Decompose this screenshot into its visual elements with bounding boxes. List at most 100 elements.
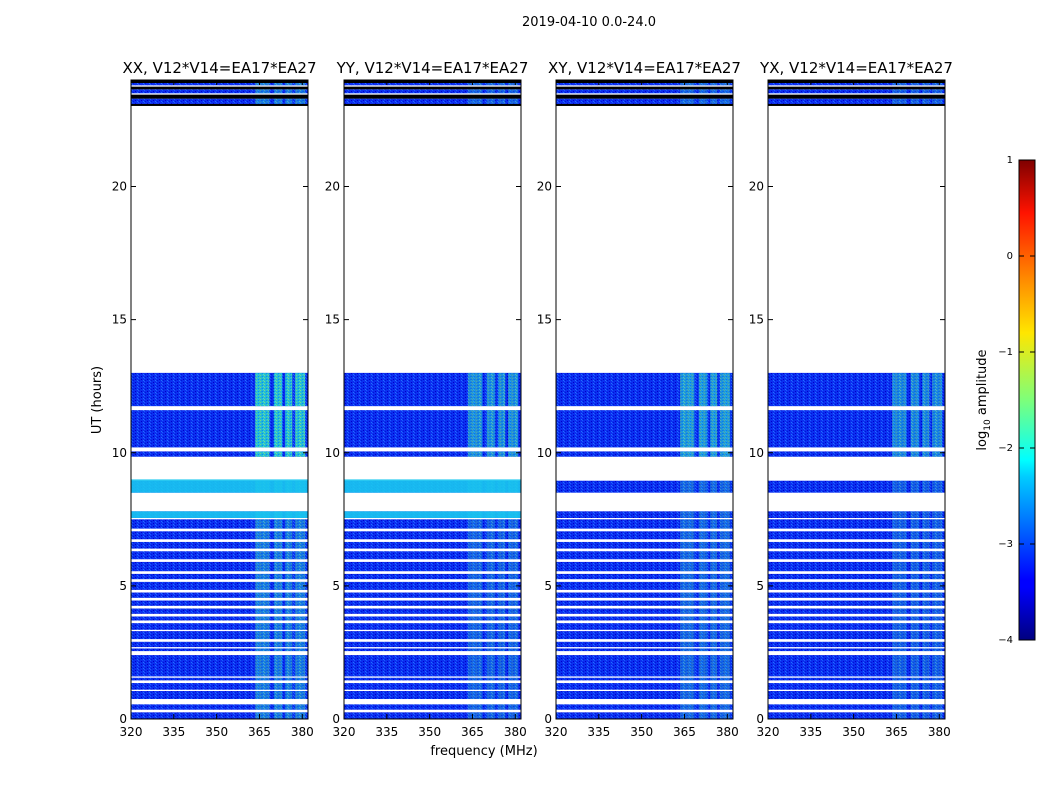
rfi-channel-band xyxy=(932,677,943,681)
data-segment xyxy=(556,592,733,598)
rfi-channel-band xyxy=(255,410,270,448)
rfi-channel-band xyxy=(273,592,283,598)
data-segment xyxy=(131,98,308,104)
rfi-channel-band xyxy=(486,648,496,652)
rfi-channel-band xyxy=(910,541,920,549)
y-axis-label: UT (hours) xyxy=(90,366,105,434)
high-amplitude-band xyxy=(344,479,521,493)
rfi-channel-band xyxy=(508,98,519,104)
rfi-channel-band xyxy=(710,551,718,560)
rfi-channel-band xyxy=(922,551,930,560)
rfi-channel-band xyxy=(720,89,731,94)
rfi-channel-band xyxy=(468,677,483,681)
panel-frame xyxy=(130,79,309,720)
rfi-channel-band xyxy=(255,573,270,580)
panel-frame xyxy=(767,79,946,720)
y-tick-label: 15 xyxy=(112,313,127,327)
rfi-channel-band xyxy=(486,704,496,710)
rfi-channel-band xyxy=(720,82,731,86)
rfi-channel-band xyxy=(922,573,930,580)
rfi-channel-band xyxy=(922,98,930,104)
rfi-channel-band xyxy=(468,592,483,598)
data-segment xyxy=(131,561,308,572)
rfi-channel-band xyxy=(698,704,708,710)
data-segment xyxy=(131,648,308,652)
rfi-channel-band xyxy=(922,655,930,677)
rfi-channel-band xyxy=(498,541,506,549)
rfi-channel-band xyxy=(295,372,306,407)
rfi-channel-band xyxy=(273,573,283,580)
rfi-channel-band xyxy=(698,410,708,448)
panels: XX, V12*V14=EA17*EA27 320 335 350 365 380 0 5 10… xyxy=(112,59,953,739)
rfi-channel-band xyxy=(498,600,506,606)
rfi-channel-band xyxy=(486,82,496,86)
rfi-channel-band xyxy=(273,608,283,614)
rfi-channel-band xyxy=(508,641,519,648)
rfi-channel-band xyxy=(295,581,306,590)
rfi-channel-band xyxy=(710,712,718,719)
rfi-channel-band xyxy=(255,677,270,681)
y-tick-label: 15 xyxy=(325,313,340,327)
x-tick-label: 320 xyxy=(333,725,356,739)
rfi-channel-band xyxy=(720,641,731,648)
rfi-channel-band xyxy=(273,581,283,590)
rfi-channel-band xyxy=(486,641,496,648)
data-segment xyxy=(131,581,308,590)
rfi-channel-band xyxy=(508,551,519,560)
x-tick-label: 320 xyxy=(757,725,780,739)
rfi-channel-band xyxy=(273,691,283,700)
rfi-channel-band xyxy=(680,82,695,86)
rfi-channel-band xyxy=(932,581,943,590)
rfi-channel-band xyxy=(910,623,920,630)
rfi-channel-band xyxy=(498,655,506,677)
rfi-channel-band xyxy=(295,561,306,572)
rfi-channel-band xyxy=(508,410,519,448)
rfi-channel-band xyxy=(468,581,483,590)
rfi-channel-band xyxy=(498,89,506,94)
rfi-channel-band xyxy=(285,704,293,710)
rfi-channel-band xyxy=(468,641,483,648)
y-tick-label: 10 xyxy=(325,446,340,460)
rfi-channel-band xyxy=(255,592,270,598)
high-amplitude-band xyxy=(131,479,308,493)
rfi-channel-band xyxy=(486,623,496,630)
rfi-channel-band xyxy=(932,683,943,690)
data-segment xyxy=(556,519,733,529)
flag-line xyxy=(344,103,521,106)
y-tick-label: 0 xyxy=(544,712,552,726)
rfi-channel-band xyxy=(255,616,270,621)
data-segment xyxy=(344,712,521,719)
data-segment xyxy=(131,551,308,560)
rfi-channel-band xyxy=(486,89,496,94)
rfi-channel-band xyxy=(892,410,907,448)
rfi-channel-band xyxy=(285,82,293,86)
rfi-channel-band xyxy=(932,82,943,86)
colorbar: 1 0 −1 −2 −3 −4 log10 amplitude xyxy=(975,155,1036,646)
rfi-channel-band xyxy=(680,704,695,710)
rfi-channel-band xyxy=(486,531,496,540)
rfi-channel-band xyxy=(295,608,306,614)
rfi-channel-band xyxy=(910,519,920,529)
y-tick-label: 5 xyxy=(544,579,552,593)
rfi-channel-band xyxy=(508,683,519,690)
data-segment xyxy=(556,480,733,493)
rfi-channel-band xyxy=(285,683,293,690)
rfi-channel-band xyxy=(922,82,930,86)
data-segment xyxy=(344,541,521,549)
rfi-channel-band xyxy=(720,561,731,572)
rfi-channel-band xyxy=(295,89,306,94)
rfi-channel-band xyxy=(892,372,907,407)
rfi-channel-band xyxy=(273,712,283,719)
rfi-channel-band xyxy=(498,98,506,104)
rfi-channel-band xyxy=(910,511,920,518)
data-segment xyxy=(131,623,308,630)
y-tick-label: 5 xyxy=(119,579,127,593)
y-tick-label: 5 xyxy=(756,579,764,593)
rfi-channel-band xyxy=(932,561,943,572)
data-segment xyxy=(768,531,945,540)
rfi-channel-band xyxy=(273,372,283,407)
rfi-channel-band xyxy=(910,704,920,710)
rfi-channel-band xyxy=(255,451,270,457)
rfi-channel-band xyxy=(295,677,306,681)
data-segment xyxy=(344,573,521,580)
